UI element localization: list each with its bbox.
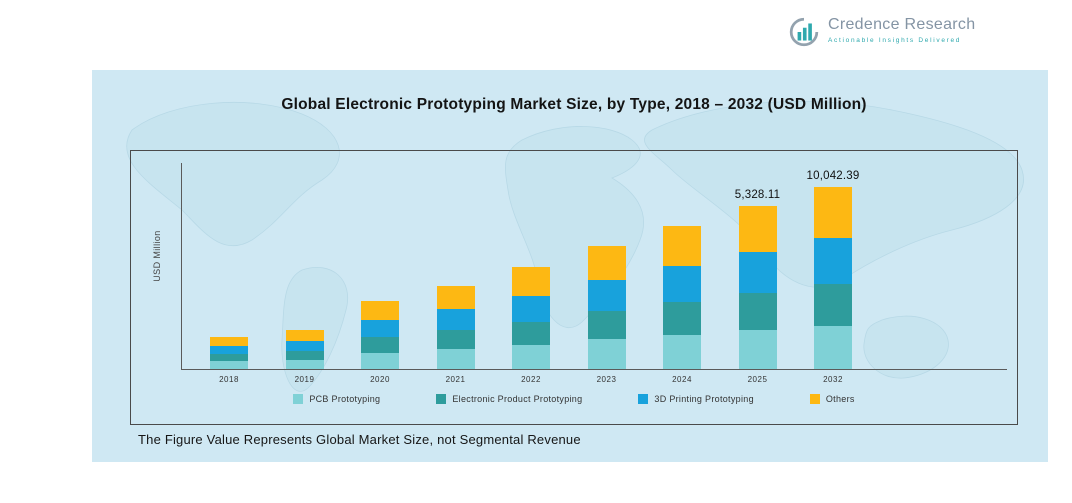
- legend-swatch-electronic-product: [436, 394, 447, 404]
- x-tick-2021: 2021: [445, 375, 466, 384]
- bar-segment-3d-printing: [587, 280, 626, 311]
- legend-item-others: Others: [809, 394, 855, 404]
- y-axis-label: USD Million: [152, 230, 162, 282]
- bar-segment-pcb: [436, 349, 475, 369]
- y-axis-line: [181, 163, 182, 369]
- bar-segment-electronic-product: [512, 322, 550, 345]
- brand-text: Credence Research Actionable Insights De…: [828, 16, 975, 44]
- bar-segment-electronic-product: [436, 330, 475, 349]
- bar-segment-others: [814, 187, 852, 238]
- bar-2021: [436, 286, 475, 369]
- bar-segment-3d-printing: [436, 309, 475, 330]
- bar-segment-electronic-product: [738, 293, 777, 330]
- bar-segment-others: [738, 206, 777, 252]
- data-label-2032: 10,042.39: [806, 170, 860, 182]
- bar-2022: [512, 267, 550, 369]
- x-tick-2024: 2024: [672, 375, 692, 384]
- bar-segment-pcb: [814, 326, 852, 369]
- bar-segment-electronic-product: [814, 284, 852, 326]
- brand-logo: Credence Research Actionable Insights De…: [788, 16, 975, 48]
- legend-label-pcb: PCB Prototyping: [309, 394, 381, 404]
- bar-segment-electronic-product: [587, 311, 626, 339]
- x-tick-2019: 2019: [294, 375, 315, 384]
- bar-segment-electronic-product: [663, 302, 701, 335]
- bar-segment-pcb: [738, 330, 777, 369]
- bar-segment-pcb: [587, 339, 626, 369]
- bar-segment-pcb: [210, 361, 248, 369]
- bar-segment-others: [512, 267, 550, 296]
- bar-segment-3d-printing: [285, 341, 324, 351]
- bar-segment-pcb: [512, 345, 550, 369]
- figure-note: The Figure Value Represents Global Marke…: [138, 432, 581, 447]
- chart-legend: PCB Prototyping Electronic Product Protot…: [131, 394, 1017, 404]
- brand-name: Credence Research: [828, 16, 976, 33]
- legend-swatch-3d-printing: [638, 394, 649, 404]
- bar-segment-pcb: [663, 335, 701, 369]
- bar-segment-electronic-product: [210, 354, 248, 361]
- chart-area: USD Million PCB Prototyping Electronic Pr…: [130, 150, 1018, 425]
- bar-segment-3d-printing: [663, 266, 701, 302]
- x-tick-2032: 2032: [823, 375, 843, 384]
- legend-item-3d-printing: 3D Printing Prototyping: [638, 394, 754, 404]
- bar-segment-others: [285, 330, 324, 341]
- data-label-2025: 5,328.11: [734, 189, 781, 201]
- bar-segment-others: [210, 337, 248, 346]
- bar-segment-pcb: [361, 353, 399, 369]
- x-tick-2025: 2025: [747, 375, 768, 384]
- credence-logo-icon: [788, 16, 820, 48]
- x-tick-2020: 2020: [370, 375, 390, 384]
- chart-panel: Global Electronic Prototyping Market Siz…: [92, 70, 1048, 462]
- bar-segment-others: [663, 226, 701, 266]
- x-tick-2022: 2022: [521, 375, 541, 384]
- bar-segment-3d-printing: [814, 238, 852, 284]
- legend-item-pcb: PCB Prototyping: [293, 394, 380, 404]
- bar-segment-3d-printing: [361, 320, 399, 337]
- x-tick-2023: 2023: [596, 375, 617, 384]
- x-tick-2018: 2018: [219, 375, 239, 384]
- bar-2019: [285, 330, 324, 369]
- bar-2024: [663, 226, 701, 369]
- chart-title: Global Electronic Prototyping Market Siz…: [281, 96, 867, 113]
- bar-segment-3d-printing: [210, 346, 248, 354]
- bar-2032: [814, 187, 852, 369]
- legend-swatch-others: [809, 394, 820, 404]
- brand-tagline: Actionable Insights Delivered: [828, 36, 962, 44]
- x-axis-line: [181, 369, 1007, 370]
- legend-item-electronic-product: Electronic Product Prototyping: [436, 394, 582, 404]
- bar-2025: [738, 206, 777, 369]
- bar-2023: [587, 246, 626, 369]
- bar-segment-electronic-product: [361, 337, 399, 353]
- legend-label-others: Others: [825, 394, 855, 404]
- bar-segment-others: [361, 301, 399, 320]
- bar-2018: [210, 337, 248, 369]
- legend-label-3d-printing: 3D Printing Prototyping: [654, 394, 754, 404]
- bar-segment-others: [436, 286, 475, 309]
- bar-segment-3d-printing: [738, 252, 777, 293]
- legend-label-electronic-product: Electronic Product Prototyping: [452, 394, 583, 404]
- bar-segment-electronic-product: [285, 351, 324, 360]
- bar-segment-others: [587, 246, 626, 280]
- bar-segment-pcb: [285, 360, 324, 369]
- bar-2020: [361, 301, 399, 369]
- legend-swatch-pcb: [293, 394, 304, 404]
- bar-segment-3d-printing: [512, 296, 550, 322]
